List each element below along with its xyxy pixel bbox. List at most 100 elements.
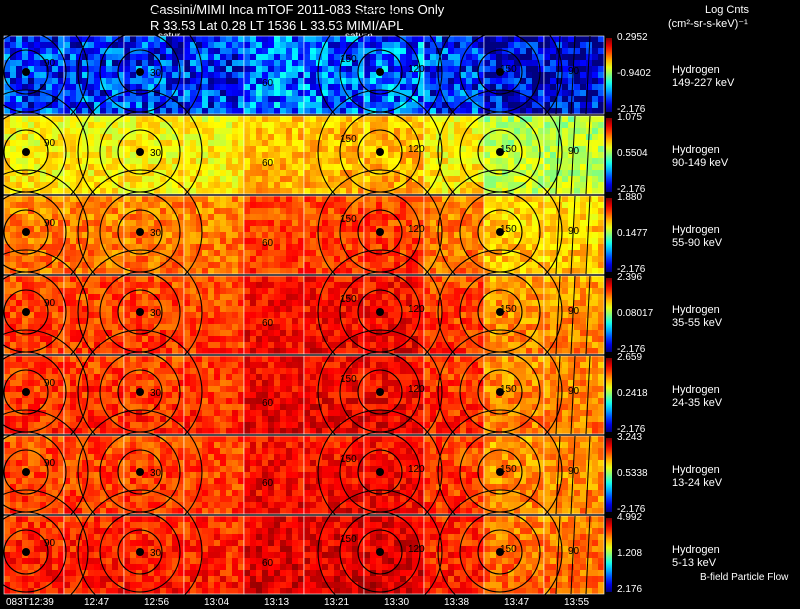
heatmap-cell (238, 66, 244, 72)
heatmap-cell (70, 196, 76, 202)
heatmap-cell (544, 196, 550, 202)
heatmap-cell (34, 152, 40, 158)
heatmap-cell (286, 90, 292, 96)
heatmap-cell (520, 268, 526, 274)
heatmap-cell (562, 232, 568, 238)
heatmap-cell (370, 152, 376, 158)
heatmap-cell (190, 268, 196, 274)
heatmap-cell (364, 72, 370, 78)
heatmap-cell (364, 188, 370, 194)
heatmap-cell (340, 158, 346, 164)
heatmap-cell (274, 90, 280, 96)
heatmap-cell (184, 238, 190, 244)
heatmap-cell (10, 306, 16, 312)
heatmap-cell (4, 282, 10, 288)
heatmap-cell (154, 196, 160, 202)
heatmap-cell (478, 102, 484, 108)
heatmap-cell (376, 324, 382, 330)
heatmap-cell (106, 128, 112, 134)
heatmap-cell (508, 170, 514, 176)
heatmap-cell (52, 324, 58, 330)
heatmap-cell (166, 262, 172, 268)
heatmap-cell (142, 78, 148, 84)
heatmap-cell (130, 36, 136, 42)
heatmap-cell (148, 294, 154, 300)
heatmap-cell (4, 116, 10, 122)
heatmap-cell (304, 244, 310, 250)
heatmap-cell (346, 256, 352, 262)
heatmap-cell (100, 330, 106, 336)
heatmap-cell (508, 146, 514, 152)
heatmap-cell (346, 214, 352, 220)
heatmap-cell (316, 146, 322, 152)
heatmap-cell (382, 176, 388, 182)
heatmap-cell (124, 116, 130, 122)
heatmap-cell (184, 196, 190, 202)
heatmap-cell (484, 226, 490, 232)
heatmap-cell (280, 170, 286, 176)
heatmap-cell (16, 134, 22, 140)
heatmap-cell (82, 102, 88, 108)
heatmap-cell (94, 256, 100, 262)
heatmap-cell (100, 176, 106, 182)
heatmap-cell (172, 122, 178, 128)
heatmap-cell (172, 300, 178, 306)
heatmap-cell (598, 134, 604, 140)
heatmap-cell (232, 152, 238, 158)
heatmap-cell (16, 140, 22, 146)
heatmap-cell (34, 96, 40, 102)
heatmap-cell (574, 48, 580, 54)
heatmap-cell (52, 66, 58, 72)
heatmap-cell (454, 54, 460, 60)
heatmap-cell (184, 122, 190, 128)
heatmap-cell (154, 140, 160, 146)
heatmap-cell (112, 256, 118, 262)
heatmap-cell (310, 122, 316, 128)
heatmap-cell (286, 182, 292, 188)
heatmap-cell (154, 48, 160, 54)
heatmap-cell (250, 336, 256, 342)
heatmap-cell (190, 146, 196, 152)
heatmap-cell (532, 164, 538, 170)
heatmap-cell (268, 306, 274, 312)
heatmap-cell (184, 250, 190, 256)
heatmap-cell (250, 108, 256, 114)
heatmap-cell (178, 220, 184, 226)
heatmap-cell (118, 232, 124, 238)
heatmap-cell (220, 152, 226, 158)
heatmap-cell (130, 324, 136, 330)
heatmap-cell (430, 214, 436, 220)
heatmap-cell (394, 152, 400, 158)
heatmap-cell (544, 48, 550, 54)
heatmap-cell (148, 336, 154, 342)
heatmap-cell (172, 312, 178, 318)
heatmap-cell (70, 324, 76, 330)
heatmap-cell (196, 78, 202, 84)
heatmap-cell (334, 158, 340, 164)
heatmap-cell (202, 158, 208, 164)
heatmap-cell (130, 306, 136, 312)
heatmap-cell (112, 36, 118, 42)
heatmap-cell (436, 128, 442, 134)
heatmap-cell (106, 202, 112, 208)
heatmap-cell (202, 36, 208, 42)
heatmap-cell (394, 108, 400, 114)
heatmap-cell (160, 72, 166, 78)
heatmap-cell (46, 312, 52, 318)
heatmap-cell (10, 336, 16, 342)
heatmap-cell (220, 140, 226, 146)
heatmap-cell (358, 72, 364, 78)
heatmap-cell (154, 276, 160, 282)
heatmap-cell (532, 72, 538, 78)
heatmap-cell (334, 300, 340, 306)
heatmap-cell (112, 262, 118, 268)
heatmap-cell (592, 220, 598, 226)
heatmap-cell (418, 48, 424, 54)
heatmap-cell (262, 102, 268, 108)
heatmap-cell (364, 152, 370, 158)
heatmap-cell (238, 208, 244, 214)
heatmap-cell (106, 72, 112, 78)
heatmap-cell (88, 140, 94, 146)
heatmap-cell (28, 196, 34, 202)
heatmap-cell (544, 176, 550, 182)
